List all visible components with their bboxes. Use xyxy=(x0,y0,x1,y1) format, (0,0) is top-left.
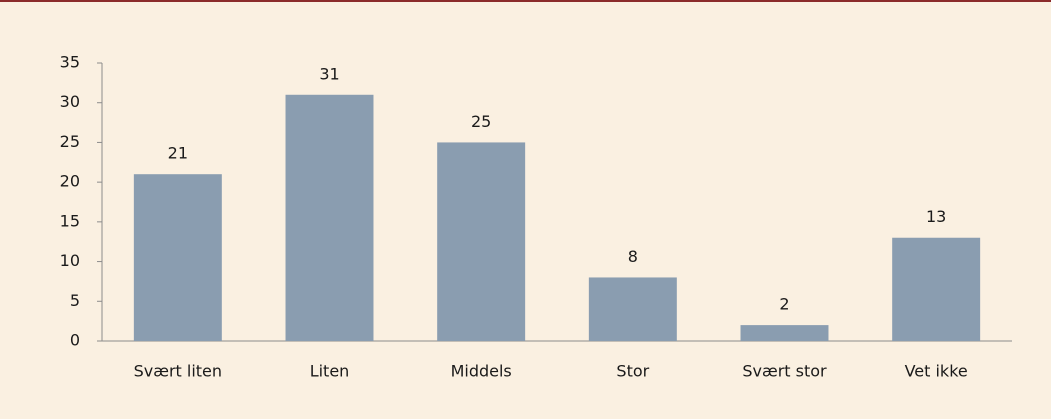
data-label: 2 xyxy=(779,295,789,314)
x-tick-label: Stor xyxy=(616,362,649,381)
data-label: 21 xyxy=(168,144,188,163)
y-tick-label: 15 xyxy=(60,211,80,230)
data-label: 8 xyxy=(628,247,638,266)
bar xyxy=(740,325,829,341)
x-tick-label: Svært stor xyxy=(742,362,827,381)
bar xyxy=(588,277,677,341)
top-border xyxy=(0,0,1051,2)
data-label: 25 xyxy=(471,112,491,131)
x-tick-label: Svært liten xyxy=(134,362,222,381)
x-tick-label: Vet ikke xyxy=(905,362,968,381)
y-tick-label: 25 xyxy=(60,132,80,151)
x-tick-label: Liten xyxy=(310,362,350,381)
y-tick-label: 30 xyxy=(60,92,80,111)
y-tick-label: 10 xyxy=(60,251,80,270)
y-tick-label: 35 xyxy=(60,53,80,72)
x-tick-label: Middels xyxy=(451,362,512,381)
y-tick-label: 20 xyxy=(60,172,80,191)
y-tick-label: 0 xyxy=(70,331,80,350)
data-label: 31 xyxy=(319,64,339,83)
bar xyxy=(133,174,222,341)
y-tick-label: 5 xyxy=(70,291,80,310)
bar xyxy=(437,142,526,341)
data-label: 13 xyxy=(926,207,946,226)
bar xyxy=(892,237,981,341)
bar xyxy=(285,94,374,342)
